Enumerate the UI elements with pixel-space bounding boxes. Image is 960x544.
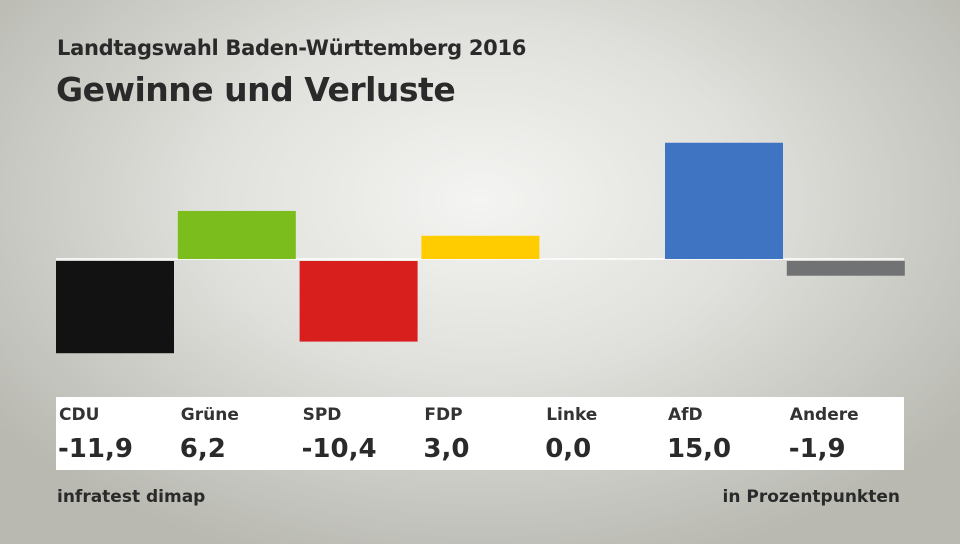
category-label: CDU [59, 405, 100, 425]
value-cell: CDU -11,9 [56, 397, 174, 470]
bar-fdp [421, 235, 540, 259]
category-label: AfD [668, 405, 703, 425]
unit-label: in Prozentpunkten [722, 487, 900, 507]
data-label: -1,9 [788, 434, 846, 464]
chart-subtitle: Landtagswahl Baden-Württemberg 2016 [57, 36, 527, 60]
data-label: -11,9 [58, 434, 133, 464]
bar-grüne [177, 210, 296, 259]
category-label: SPD [302, 405, 342, 425]
bar-spd [299, 261, 418, 342]
data-label: 0,0 [545, 434, 592, 464]
value-cell: AfD 15,0 [665, 397, 783, 470]
value-panel: CDU -11,9 Grüne 6,2 SPD -10,4 FDP 3,0 Linke 0,0 Af… [56, 397, 904, 470]
value-cell: Andere -1,9 [787, 397, 905, 470]
value-cell: FDP 3,0 [421, 397, 539, 470]
data-label: 15,0 [667, 434, 732, 464]
value-cell: Linke 0,0 [543, 397, 661, 470]
bar-afd [665, 142, 783, 259]
category-label: Linke [546, 405, 598, 425]
value-cell: SPD -10,4 [300, 397, 418, 470]
chart-title: Gewinne und Verluste [56, 70, 456, 109]
value-cell: Grüne 6,2 [178, 397, 296, 470]
bar-cdu [56, 261, 174, 354]
category-label: Grüne [180, 405, 239, 425]
bar-andere [786, 261, 905, 276]
data-label: -10,4 [301, 434, 377, 464]
category-label: Andere [789, 405, 859, 425]
category-label: FDP [424, 405, 463, 425]
data-label: 3,0 [423, 434, 470, 464]
source-label: infratest dimap [57, 487, 206, 507]
data-label: 6,2 [179, 434, 226, 464]
